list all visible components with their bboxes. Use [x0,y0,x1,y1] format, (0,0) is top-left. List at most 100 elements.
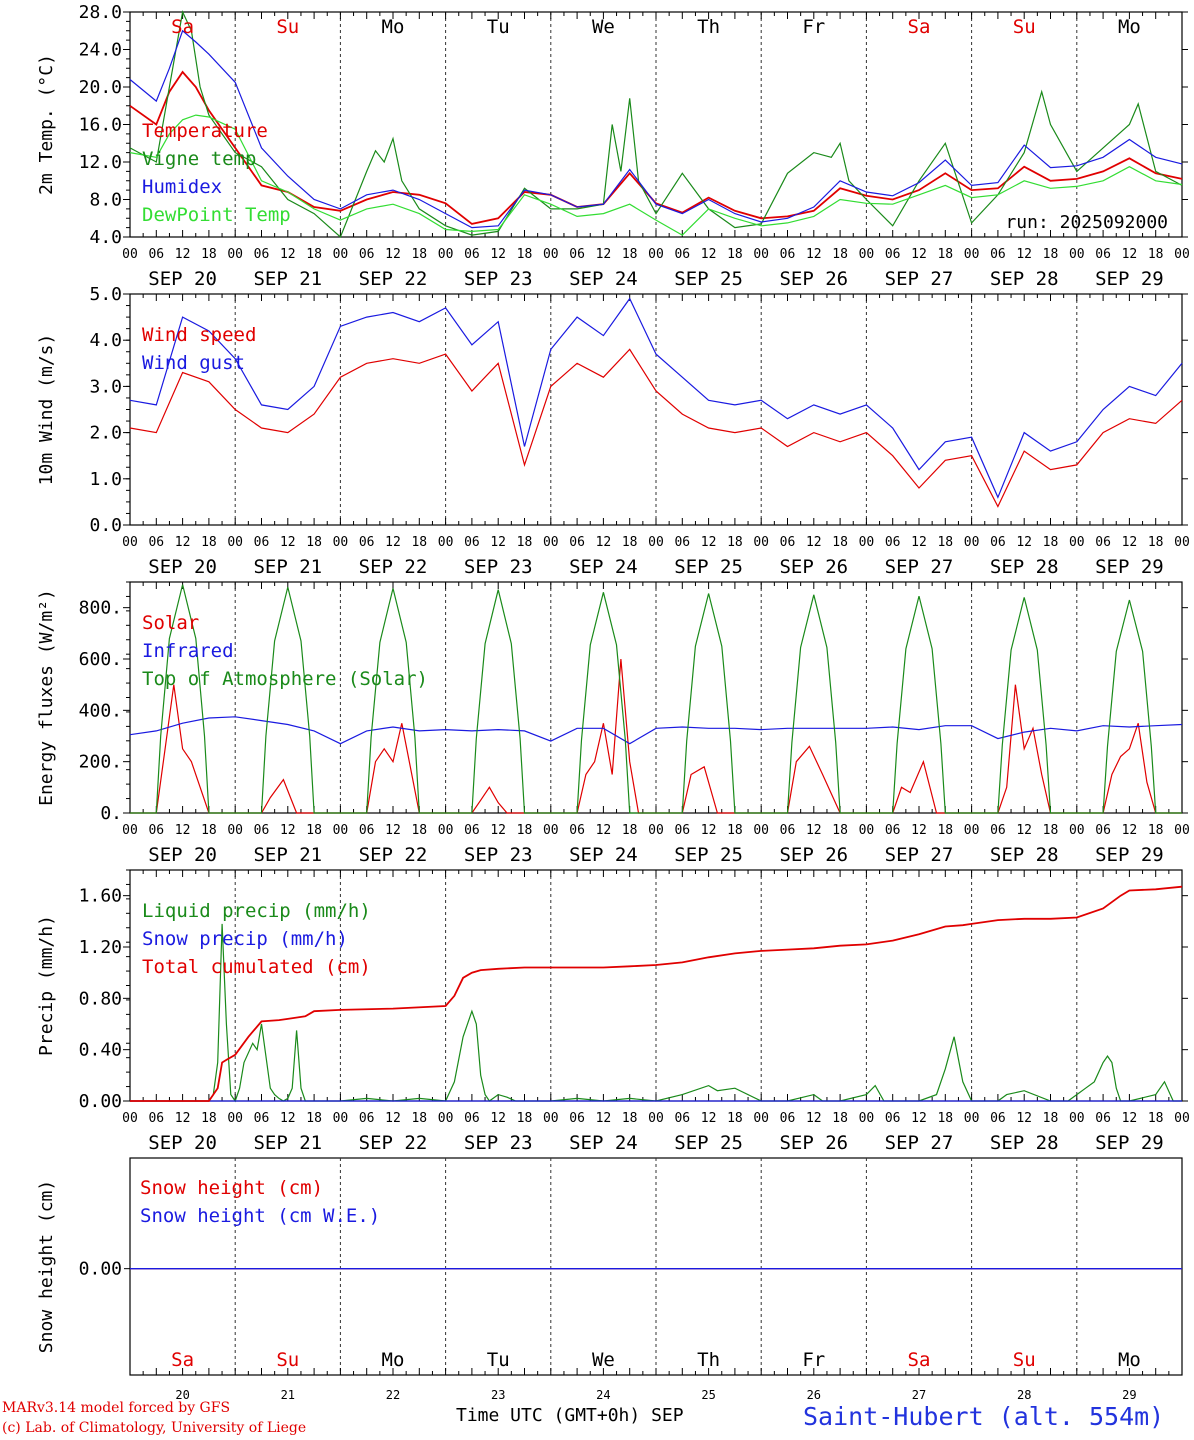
y-tick-label: 24.0 [79,40,122,61]
hour-tick-label: 00 [227,535,243,550]
y-tick-label: 4.0 [89,227,122,248]
y-tick-label: 0.40 [79,1040,122,1061]
hour-tick-label: 12 [385,1111,401,1126]
y-tick-label: 12.0 [79,152,122,173]
hour-tick-label: 18 [832,535,848,550]
date-label: SEP 25 [674,844,743,866]
weekday-label: Sa [171,1349,194,1371]
hour-tick-label: 00 [859,535,875,550]
hour-tick-label: 06 [674,535,690,550]
hour-tick-label: 06 [674,823,690,838]
y-tick-label: 8.0 [89,190,122,211]
hour-tick-label: 18 [201,1111,217,1126]
hour-tick-label: 18 [937,247,953,262]
hour-tick-label: 00 [648,1111,664,1126]
hour-tick-label: 06 [464,247,480,262]
hour-tick-label: 00 [122,1111,138,1126]
hour-tick-label: 12 [175,823,191,838]
weekday-label: Su [1013,1349,1036,1371]
hour-tick-label: 18 [937,1111,953,1126]
hour-tick-label: 12 [1016,535,1032,550]
hour-tick-label: 18 [622,1111,638,1126]
hour-tick-label: 06 [1095,823,1111,838]
hour-tick-label: 06 [569,823,585,838]
date-label: SEP 22 [359,1132,428,1154]
hour-tick-label: 12 [596,247,612,262]
hour-tick-label: 12 [1122,1111,1138,1126]
hour-tick-label: 06 [254,247,270,262]
hour-tick-label: 12 [175,1111,191,1126]
panel-5: Snow height (cm) [36,1157,1183,1376]
hour-tick-label: 06 [254,535,270,550]
weekday-label: Mo [382,16,405,38]
hour-tick-label: 00 [543,1111,559,1126]
hour-tick-label: 06 [990,1111,1006,1126]
hour-tick-label: 18 [411,1111,427,1126]
hour-tick-label: 06 [885,823,901,838]
date-label: SEP 28 [990,556,1059,578]
hour-tick-label: 06 [674,247,690,262]
hour-tick-label: 00 [753,1111,769,1126]
weekday-label: Su [276,16,299,38]
weekday-label: Tu [487,1349,510,1371]
hour-tick-label: 12 [701,1111,717,1126]
x-axis-month: SEP [651,1405,684,1426]
hour-tick-label: 18 [1148,1111,1164,1126]
hour-tick-label: 12 [280,1111,296,1126]
hour-tick-label: 06 [359,1111,375,1126]
hour-tick-label: 18 [1148,247,1164,262]
date-label: SEP 26 [779,556,848,578]
hour-tick-label: 00 [122,535,138,550]
y-tick-label: 28.0 [79,2,122,23]
hour-tick-label: 00 [1174,535,1190,550]
hour-tick-label: 12 [596,823,612,838]
hour-tick-label: 00 [1069,247,1085,262]
hour-tick-label: 06 [148,823,164,838]
legend-entry: Total cumulated (cm) [142,956,371,978]
hour-tick-label: 00 [438,1111,454,1126]
hour-tick-label: 18 [727,535,743,550]
hour-tick-label: 06 [1095,535,1111,550]
date-label: SEP 25 [674,556,743,578]
hour-tick-label: 06 [780,823,796,838]
hour-tick-label: 06 [464,1111,480,1126]
legend-entry: Liquid precip (mm/h) [142,900,371,922]
hour-tick-label: 18 [1043,535,1059,550]
x-axis-label: Time UTC (GMT+0h) [456,1405,641,1426]
y-axis-label: Snow height (cm) [36,1180,57,1353]
date-label: SEP 27 [885,1132,954,1154]
hour-tick-label: 12 [806,1111,822,1126]
hour-tick-label: 18 [622,535,638,550]
hour-tick-label: 00 [1069,1111,1085,1126]
date-label: SEP 23 [464,556,533,578]
y-tick-label: 2.0 [89,423,122,444]
series-line-dewpoint-temp [129,114,1183,236]
date-label: SEP 21 [253,1132,322,1154]
date-label: SEP 29 [1095,556,1164,578]
x-axis-title: Time UTC (GMT+0h) SEP [456,1405,684,1426]
hour-tick-label: 06 [1095,247,1111,262]
hour-tick-label: 18 [306,823,322,838]
hour-tick-label: 06 [148,535,164,550]
hour-tick-label: 00 [964,1111,980,1126]
y-tick-label: 800. [79,598,122,619]
hour-tick-label: 00 [1174,247,1190,262]
weekday-label: We [592,16,615,38]
hour-tick-label: 12 [911,535,927,550]
hour-tick-label: 06 [254,823,270,838]
y-tick-label: 4.0 [89,330,122,351]
weekday-label: Mo [1118,1349,1141,1371]
hour-tick-label: 12 [490,823,506,838]
hour-tick-label: 06 [780,535,796,550]
y-tick-label: 16.0 [79,115,122,136]
legend-entry: Vigne temp [142,148,256,170]
hour-tick-label: 00 [438,247,454,262]
date-label: SEP 26 [779,1132,848,1154]
hour-tick-label: 12 [280,535,296,550]
date-label: SEP 20 [148,1132,217,1154]
panel-4: Precip (mm/h) [36,869,1188,1103]
date-label: SEP 27 [885,556,954,578]
hour-tick-label: 12 [596,1111,612,1126]
date-label: SEP 22 [359,268,428,290]
hour-tick-label: 06 [359,823,375,838]
